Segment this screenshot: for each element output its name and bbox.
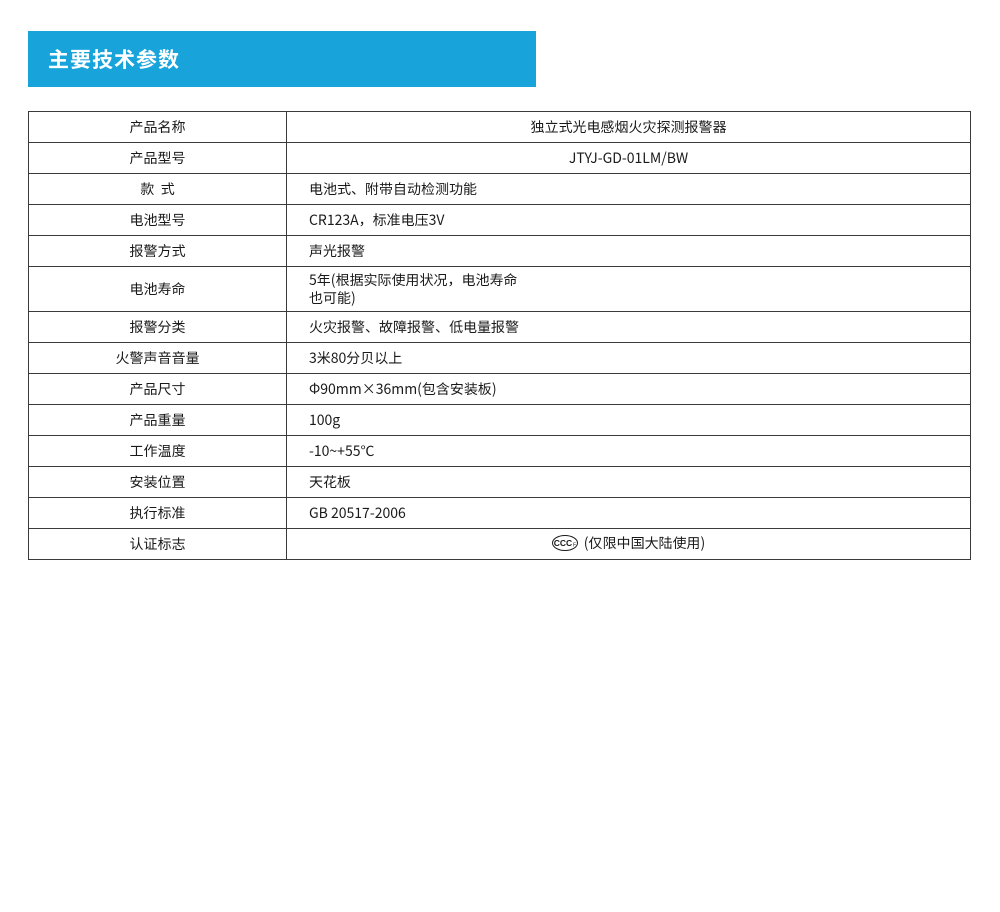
svg-text:CCC: CCC — [554, 538, 572, 548]
svg-text:F: F — [573, 542, 576, 548]
